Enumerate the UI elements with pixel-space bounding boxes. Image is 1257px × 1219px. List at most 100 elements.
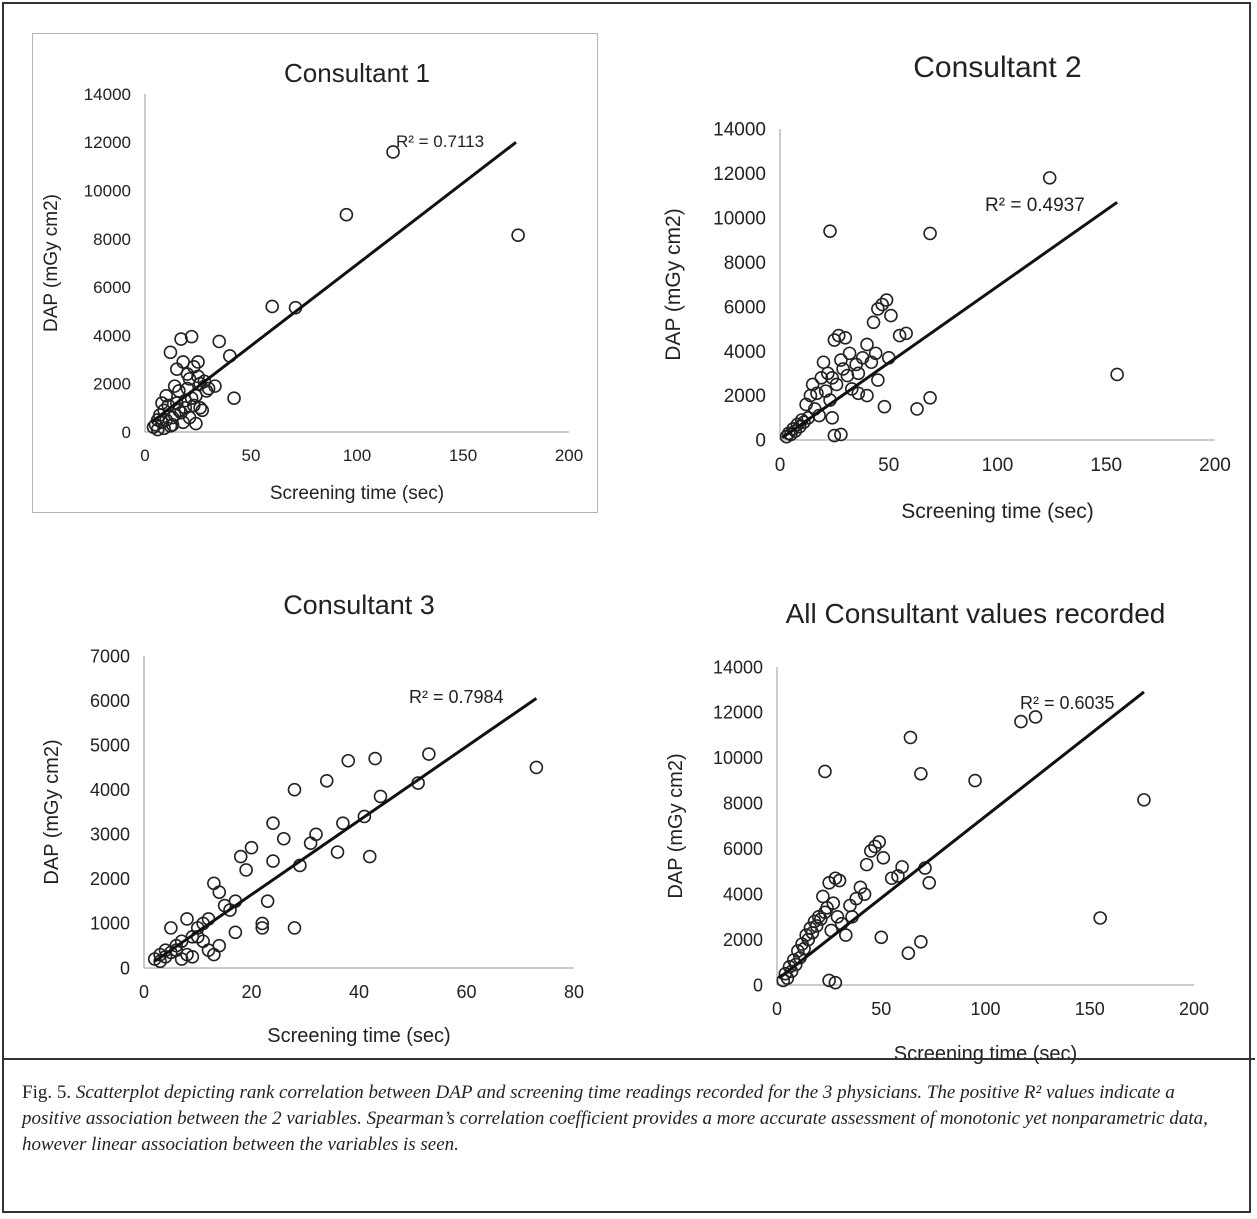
data-point [828, 975, 843, 990]
data-point [822, 973, 836, 988]
x-tick-label: 20 [241, 982, 261, 1002]
y-tick-label: 2000 [93, 375, 131, 394]
x-tick-label: 100 [970, 999, 1000, 1019]
data-point [1093, 911, 1107, 925]
data-point [838, 331, 853, 345]
data-point [341, 753, 356, 768]
data-point [877, 399, 892, 414]
y-tick-label: 12000 [713, 703, 763, 723]
data-point [228, 925, 243, 940]
x-axis-label: Screening time (sec) [270, 483, 444, 504]
y-tick-label: 8000 [93, 230, 131, 249]
r-squared-label: R² = 0.6035 [1020, 693, 1115, 713]
data-point [831, 328, 846, 343]
data-point [303, 836, 318, 851]
data-point [207, 876, 221, 891]
data-point [876, 850, 891, 865]
data-point [193, 401, 207, 415]
trendline [778, 690, 1145, 980]
x-tick-label: 200 [1179, 999, 1209, 1019]
caption-lead: Fig. 5. [22, 1082, 72, 1103]
x-tick-label: 0 [775, 455, 786, 476]
data-point [809, 919, 824, 933]
y-tick-label: 6000 [93, 278, 131, 297]
trendline [781, 201, 1118, 440]
data-point [792, 419, 807, 434]
data-point [801, 932, 816, 947]
x-tick-label: 150 [449, 446, 477, 465]
y-tick-label: 8000 [723, 794, 763, 814]
y-axis-label: DAP (mGy cm2) [665, 753, 687, 898]
data-point [797, 941, 811, 956]
y-tick-label: 1000 [90, 914, 130, 934]
x-tick-label: 50 [242, 446, 261, 465]
data-point [165, 417, 180, 432]
data-point [266, 816, 280, 830]
x-tick-label: 50 [878, 455, 899, 476]
x-tick-label: 0 [139, 982, 149, 1002]
data-point [193, 376, 207, 391]
data-point [820, 900, 834, 915]
data-point [174, 332, 188, 346]
data-point [836, 362, 850, 376]
trendline [153, 697, 538, 963]
data-point [157, 421, 171, 436]
data-point [868, 346, 883, 361]
data-point [899, 326, 913, 341]
data-point [914, 935, 928, 949]
data-point [839, 928, 853, 942]
data-point [923, 226, 937, 241]
data-point [855, 351, 870, 365]
data-point [1110, 367, 1124, 382]
data-point [857, 887, 872, 901]
data-point [968, 773, 982, 788]
data-point [276, 831, 291, 846]
x-axis-label: Screening time (sec) [894, 1043, 1077, 1065]
data-point [866, 315, 881, 330]
data-point [834, 427, 848, 442]
data-point [822, 875, 836, 890]
data-point [191, 369, 205, 384]
y-tick-label: 6000 [723, 839, 763, 859]
x-tick-label: 80 [564, 982, 584, 1002]
y-tick-label: 12000 [713, 164, 766, 185]
x-tick-label: 50 [871, 999, 891, 1019]
y-tick-label: 7000 [90, 646, 130, 666]
data-point [212, 334, 226, 349]
data-point [871, 373, 885, 387]
data-point [901, 946, 916, 961]
y-tick-label: 4000 [93, 326, 131, 345]
data-point [891, 869, 905, 883]
data-point [422, 747, 436, 761]
y-tick-label: 4000 [90, 780, 130, 800]
y-axis-label: DAP (mGy cm2) [662, 208, 685, 360]
data-point [260, 894, 275, 908]
x-tick-label: 150 [1075, 999, 1105, 1019]
scatter-chart-1: Consultant 10200040006000800010000120001… [41, 58, 583, 504]
data-point [829, 377, 844, 392]
data-point [227, 391, 241, 406]
data-point [923, 390, 937, 405]
x-tick-label: 0 [772, 999, 782, 1019]
x-tick-label: 60 [456, 982, 476, 1002]
data-point [244, 840, 259, 855]
data-point [859, 857, 874, 872]
data-point [1042, 171, 1057, 185]
x-tick-label: 150 [1090, 455, 1122, 476]
data-point [196, 934, 210, 949]
data-point [172, 403, 186, 418]
x-tick-label: 40 [349, 982, 369, 1002]
data-point [871, 302, 885, 316]
scatter-chart-3: Consultant 3 0 1000 2000 3000 4000 5000 6000 700… [41, 590, 584, 1047]
data-point [851, 386, 866, 401]
y-tick-label: 10000 [713, 748, 763, 768]
data-point [791, 944, 805, 958]
data-point [339, 207, 354, 222]
data-point [884, 308, 898, 323]
data-point [164, 921, 178, 935]
x-axis-label: Screening time (sec) [901, 500, 1094, 523]
data-point [1014, 714, 1028, 729]
data-point [150, 422, 165, 437]
data-point [309, 827, 323, 842]
